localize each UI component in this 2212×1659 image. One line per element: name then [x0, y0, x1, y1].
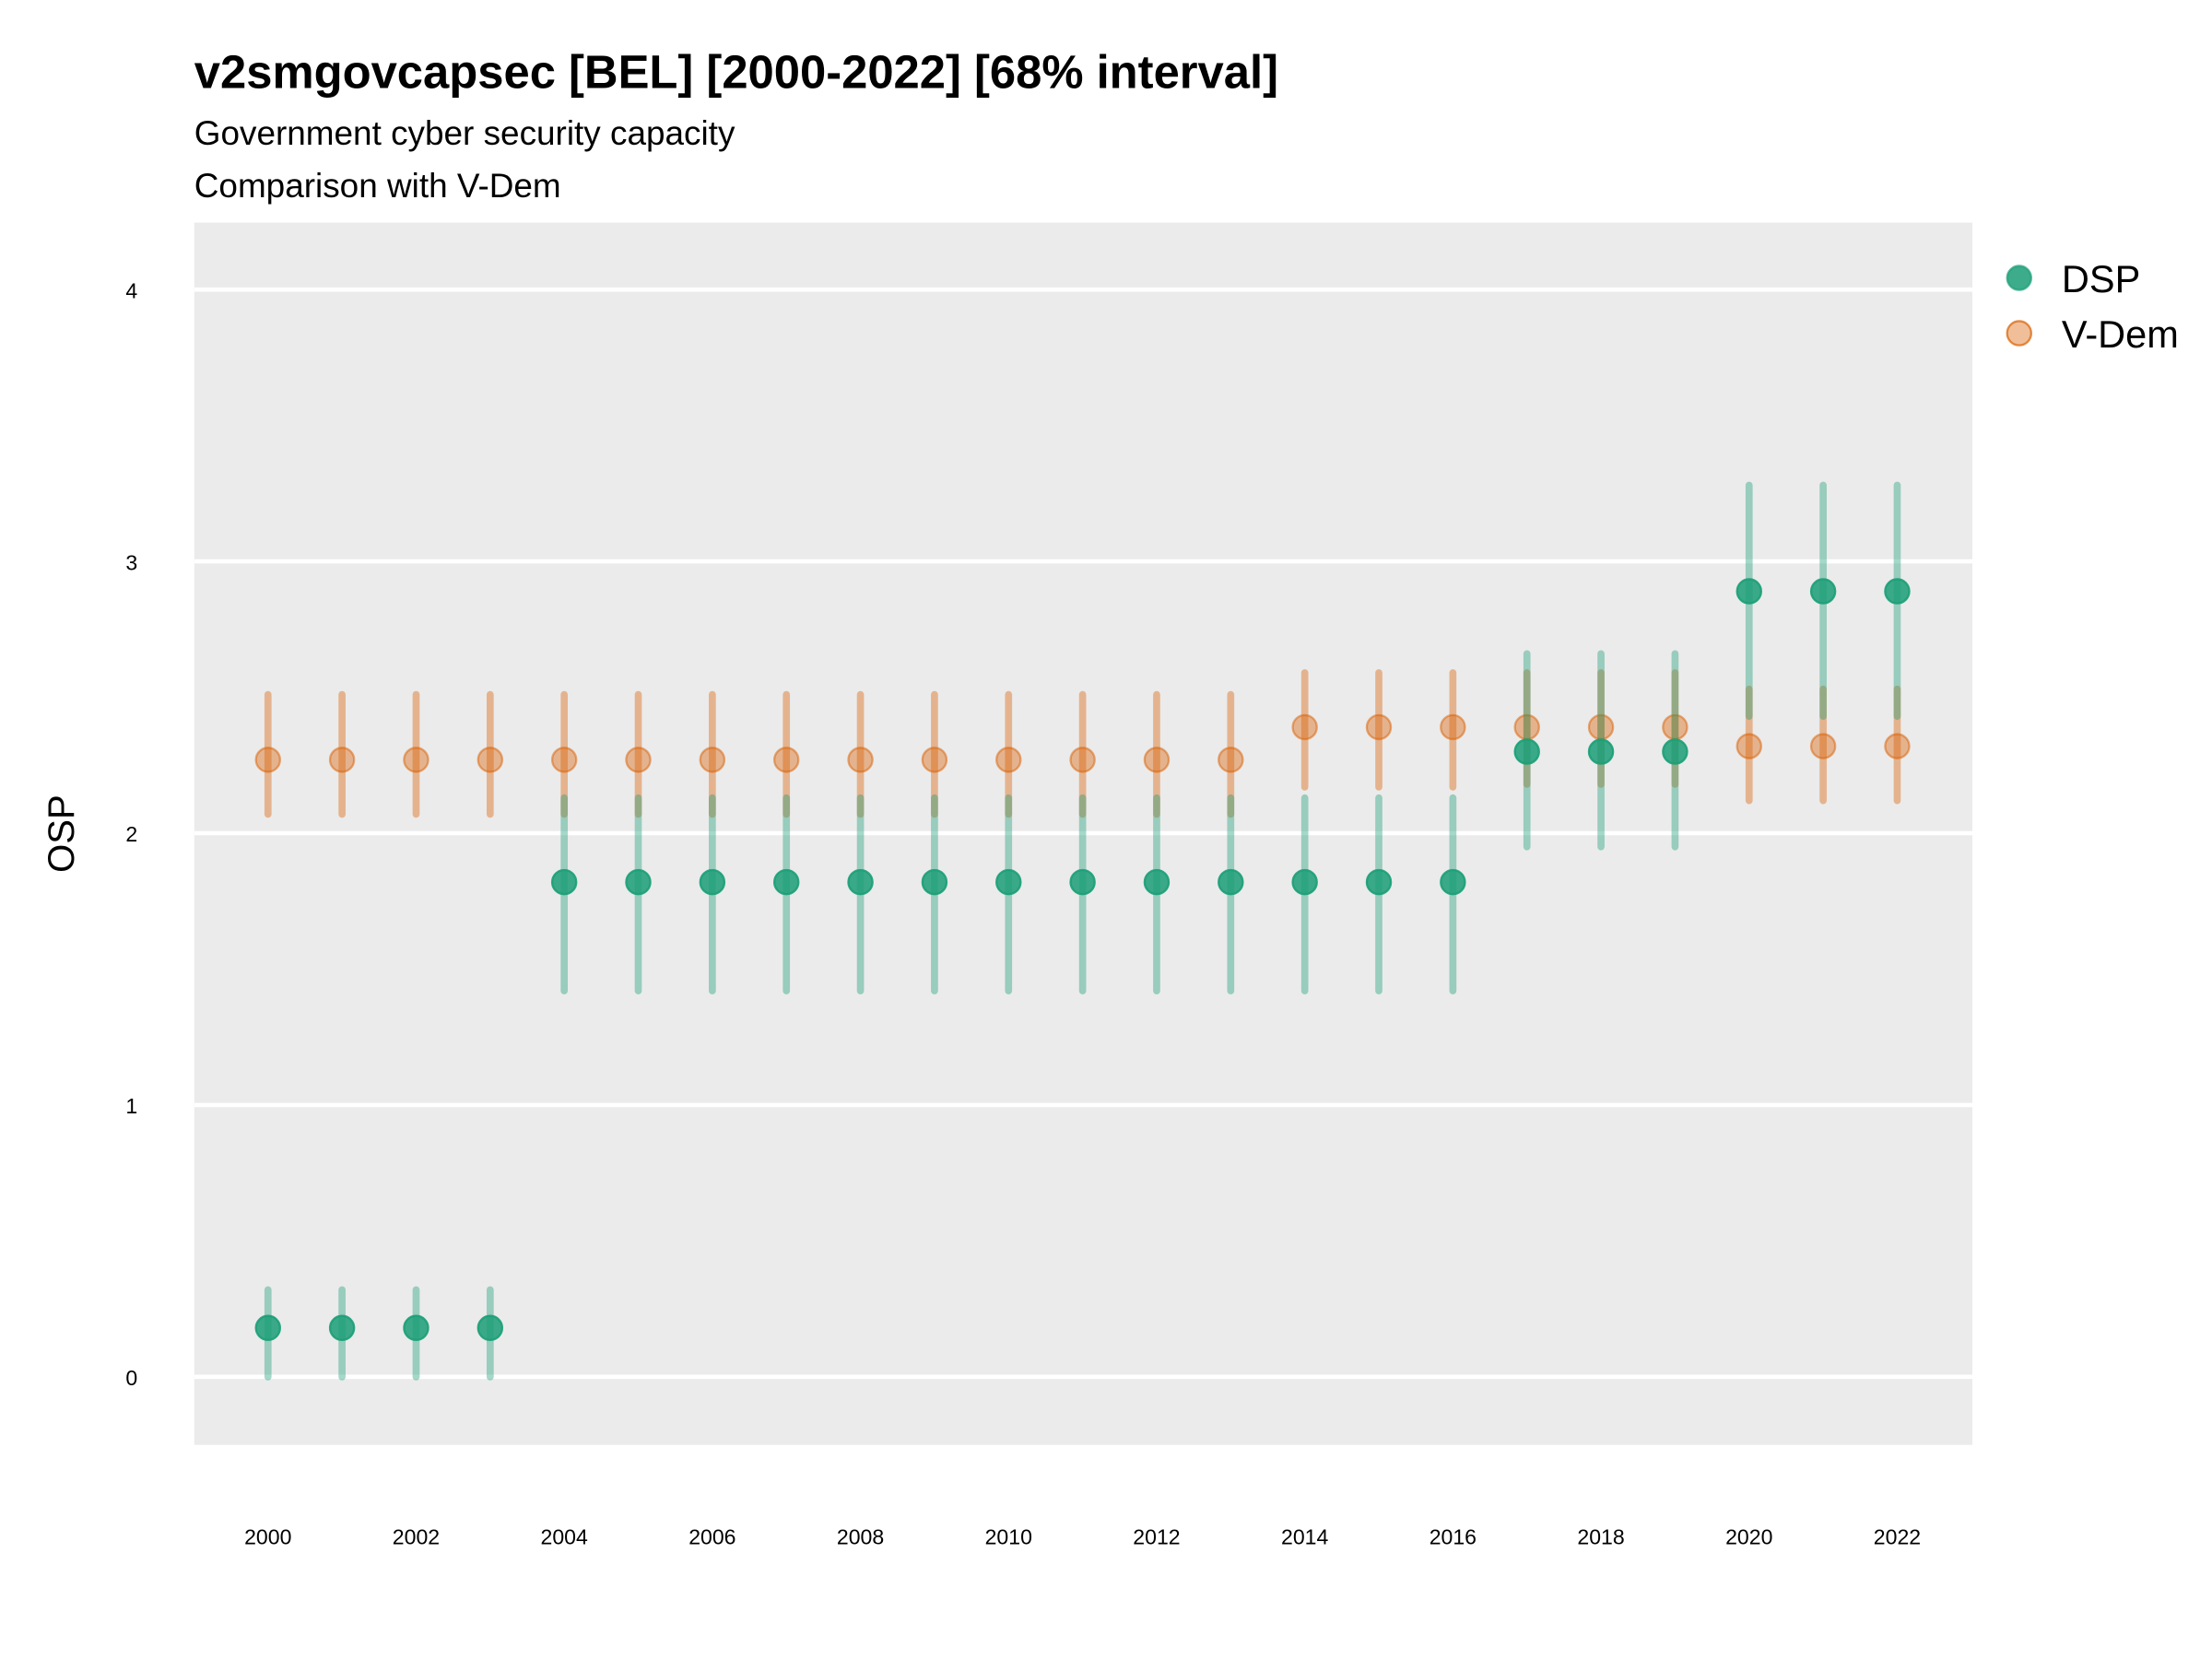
dsp-point-2005: [625, 868, 652, 896]
vdem-point-2006: [699, 747, 726, 773]
vdem-point-2009: [921, 747, 948, 773]
dsp-point-2011: [1069, 868, 1096, 896]
legend: DSP V-Dem: [2006, 257, 2179, 356]
x-tick-label: 2020: [1725, 1524, 1772, 1548]
dsp-point-2022: [1884, 578, 1911, 605]
y-tick-label: 1: [125, 1094, 137, 1118]
x-tick-label: 2014: [1281, 1524, 1328, 1548]
vdem-point-2022: [1884, 733, 1911, 759]
vdem-point-2001: [328, 747, 356, 773]
chart-caption: Comparison with V-Dem: [194, 167, 561, 205]
dsp-point-2009: [921, 868, 948, 896]
vdem-point-2014: [1291, 713, 1318, 741]
vdem-point-2012: [1143, 747, 1171, 773]
dsp-point-2017: [1513, 738, 1540, 765]
dsp-point-2008: [847, 868, 874, 896]
x-tick-label: 2004: [541, 1524, 588, 1548]
dsp-point-2002: [403, 1314, 429, 1341]
y-tick-label: 4: [125, 278, 137, 302]
x-tick-label: 2008: [837, 1524, 884, 1548]
dsp-point-2000: [254, 1314, 281, 1341]
dsp-point-2004: [550, 868, 578, 896]
y-tick-label: 2: [125, 822, 137, 846]
vdem-point-2007: [772, 747, 800, 773]
dsp-point-2021: [1809, 578, 1837, 605]
x-tick-label: 2018: [1577, 1524, 1624, 1548]
legend-key-v-dem: [2006, 320, 2032, 347]
vdem-point-2004: [550, 747, 578, 773]
vdem-point-2016: [1440, 713, 1466, 741]
x-tick-label: 2002: [393, 1524, 440, 1548]
dsp-point-2019: [1662, 738, 1688, 765]
x-tick-label: 2000: [244, 1524, 291, 1548]
vdem-point-2010: [995, 747, 1022, 773]
vdem-point-2002: [403, 747, 429, 773]
vdem-point-2000: [254, 747, 281, 773]
x-tick-label: 2016: [1430, 1524, 1477, 1548]
legend-label: DSP: [2062, 257, 2140, 300]
data-marks: [254, 481, 1911, 1381]
vdem-point-2011: [1069, 747, 1096, 773]
dsp-point-2007: [772, 868, 800, 896]
gridlines: [194, 287, 1972, 1380]
chart-title: v2smgovcapsec [BEL] [2000-2022] [68% int…: [194, 45, 1278, 98]
vdem-point-2013: [1218, 747, 1244, 773]
dsp-point-2015: [1365, 868, 1393, 896]
dsp-point-2001: [328, 1314, 356, 1341]
vdem-point-2008: [847, 747, 874, 773]
dsp-point-2014: [1291, 868, 1318, 896]
legend-label: V-Dem: [2062, 312, 2179, 356]
x-tick-label: 2010: [985, 1524, 1032, 1548]
vdem-point-2021: [1809, 733, 1837, 759]
x-axis-ticks: 2000 2002 2004 2006 2008 2010 2012 2014 2016 2018…: [244, 1524, 1921, 1548]
dsp-point-2010: [995, 868, 1022, 896]
x-tick-label: 2006: [688, 1524, 735, 1548]
x-tick-label: 2022: [1874, 1524, 1921, 1548]
vdem-point-2020: [1735, 733, 1762, 759]
dsp-point-2003: [477, 1314, 504, 1341]
y-axis-ticks: 0 1 2 3 4: [125, 278, 137, 1390]
vdem-point-2003: [477, 747, 504, 773]
dsp-point-2006: [699, 868, 726, 896]
dsp-point-2016: [1440, 868, 1466, 896]
chart-subtitle: Government cyber security capacity: [194, 114, 735, 152]
dsp-point-2013: [1218, 868, 1244, 896]
dsp-point-2012: [1143, 868, 1171, 896]
y-tick-label: 0: [125, 1366, 137, 1390]
vdem-point-2015: [1365, 713, 1393, 741]
x-tick-label: 2012: [1133, 1524, 1180, 1548]
dsp-point-2020: [1735, 578, 1762, 605]
legend-key-dsp: [2006, 265, 2032, 291]
vdem-point-2005: [625, 747, 652, 773]
y-tick-label: 3: [125, 550, 137, 574]
y-axis-label: OSP: [41, 794, 82, 872]
dsp-point-2018: [1587, 738, 1615, 765]
